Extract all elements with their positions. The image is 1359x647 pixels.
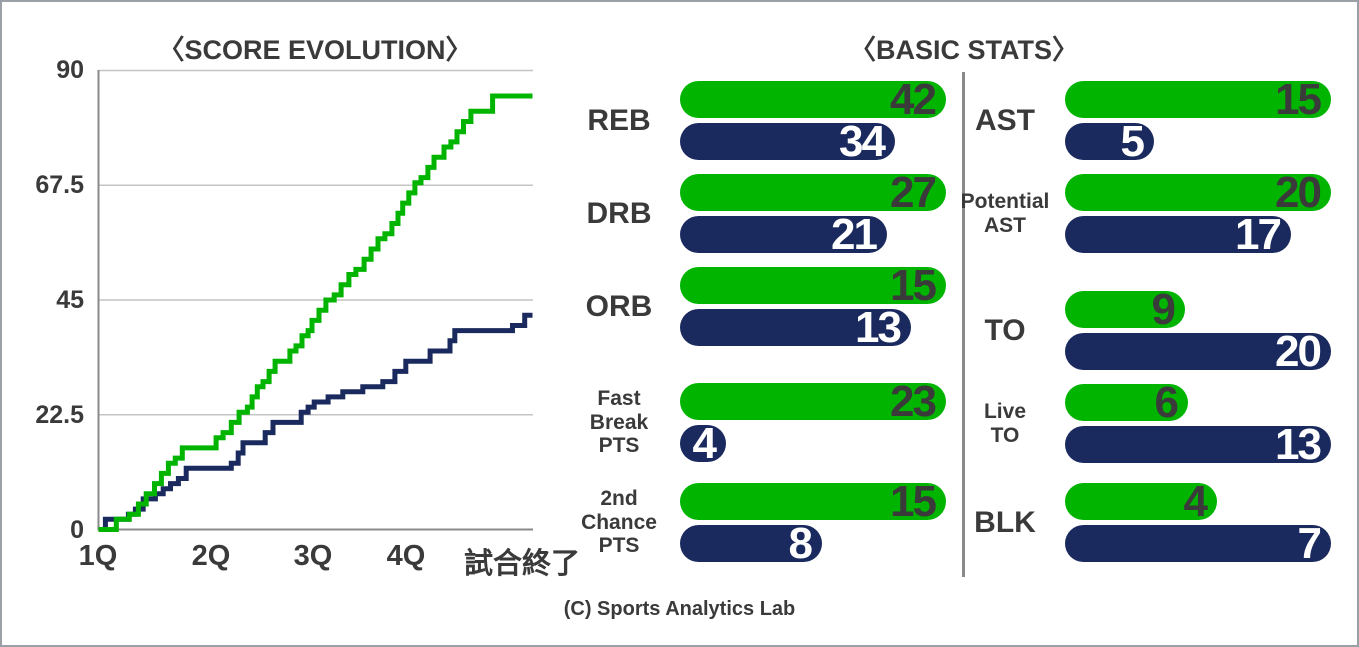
green-team-bar-value: 6: [1154, 378, 1180, 427]
x-label-4q: 4Q: [386, 540, 426, 572]
score-evolution-plot: [97, 69, 533, 532]
green-team-line: [98, 93, 533, 532]
green-team-bar-value: 9: [1151, 285, 1177, 334]
navy-team-bar-value: 20: [1275, 327, 1322, 376]
green-team-bar: 15: [1065, 75, 1331, 124]
y-tick-45: 45: [56, 286, 84, 314]
green-team-bar-value: 23: [890, 377, 937, 426]
navy-team-bar-value: 8: [788, 519, 814, 568]
navy-team-bar-value: 34: [839, 117, 886, 166]
green-team-bar-value: 15: [1275, 75, 1322, 124]
stat-label-2nd-chance-pts: 2nd Chance PTS: [581, 487, 657, 558]
navy-team-bar-value: 7: [1297, 519, 1323, 568]
navy-team-bar: 17: [1065, 210, 1291, 259]
navy-team-bar: 7: [1065, 519, 1331, 568]
stat-label-ast: AST: [975, 103, 1035, 137]
green-team-bar: 6: [1065, 378, 1188, 427]
column-divider: [962, 72, 965, 577]
y-tick-0: 0: [70, 516, 84, 544]
y-tick-90: 90: [56, 56, 84, 84]
stat-label-potential-ast: Potential AST: [960, 189, 1050, 237]
green-team-bar-value: 20: [1275, 168, 1322, 217]
stat-label-fast-break-pts: Fast Break PTS: [589, 387, 649, 458]
navy-team-bar: 8: [680, 519, 822, 568]
navy-team-bar: 13: [680, 303, 911, 352]
green-team-bar: 42: [680, 75, 946, 124]
stat-label-reb: REB: [587, 103, 651, 137]
navy-team-bar: 5: [1065, 117, 1154, 166]
y-tick-67-5: 67.5: [35, 171, 84, 199]
y-tick-22-5: 22.5: [35, 401, 84, 429]
navy-team-bar: 20: [1065, 327, 1331, 376]
score-evolution-title: 〈SCORE EVOLUTION〉: [157, 35, 473, 65]
copyright-text: (C) Sports Analytics Lab: [563, 598, 796, 620]
navy-team-bar-value: 21: [831, 210, 878, 259]
navy-team-bar-value: 4: [692, 419, 718, 468]
navy-team-bar: 4: [680, 419, 726, 468]
x-label-game-end: 試合終了: [463, 548, 581, 580]
stat-label-drb: DRB: [586, 196, 652, 230]
green-team-bar: 15: [680, 261, 946, 310]
green-team-bar: 27: [680, 168, 946, 217]
navy-team-line: [98, 312, 533, 532]
navy-team-bar: 21: [680, 210, 887, 259]
x-label-2q: 2Q: [191, 540, 231, 572]
navy-team-bar-value: 5: [1120, 117, 1146, 166]
x-label-3q: 3Q: [293, 540, 333, 572]
gridlines: [98, 69, 533, 416]
green-team-bar: 15: [680, 477, 946, 526]
navy-team-bar-value: 13: [1275, 420, 1322, 469]
green-team-bar: 20: [1065, 168, 1331, 217]
navy-team-bar-value: 13: [855, 303, 902, 352]
green-team-bar-value: 15: [890, 477, 937, 526]
green-team-bar: 4: [1065, 477, 1217, 526]
basic-stats-title: 〈BASIC STATS〉: [848, 35, 1080, 65]
navy-team-bar: 13: [1065, 420, 1331, 469]
navy-team-bar-value: 17: [1235, 210, 1282, 259]
green-team-bar: 9: [1065, 285, 1185, 334]
x-label-1q: 1Q: [78, 540, 118, 572]
green-team-bar-value: 27: [890, 168, 937, 217]
navy-team-bar: 34: [680, 117, 895, 166]
stat-label-orb: ORB: [585, 289, 653, 323]
green-team-bar: 23: [680, 377, 946, 426]
stat-label-live-to: Live TO: [983, 399, 1027, 447]
green-team-bar-value: 42: [890, 75, 937, 124]
stat-label-blk: BLK: [974, 505, 1036, 539]
green-team-bar-value: 15: [890, 261, 937, 310]
green-team-bar-value: 4: [1183, 477, 1209, 526]
stat-label-to: TO: [984, 313, 1026, 347]
